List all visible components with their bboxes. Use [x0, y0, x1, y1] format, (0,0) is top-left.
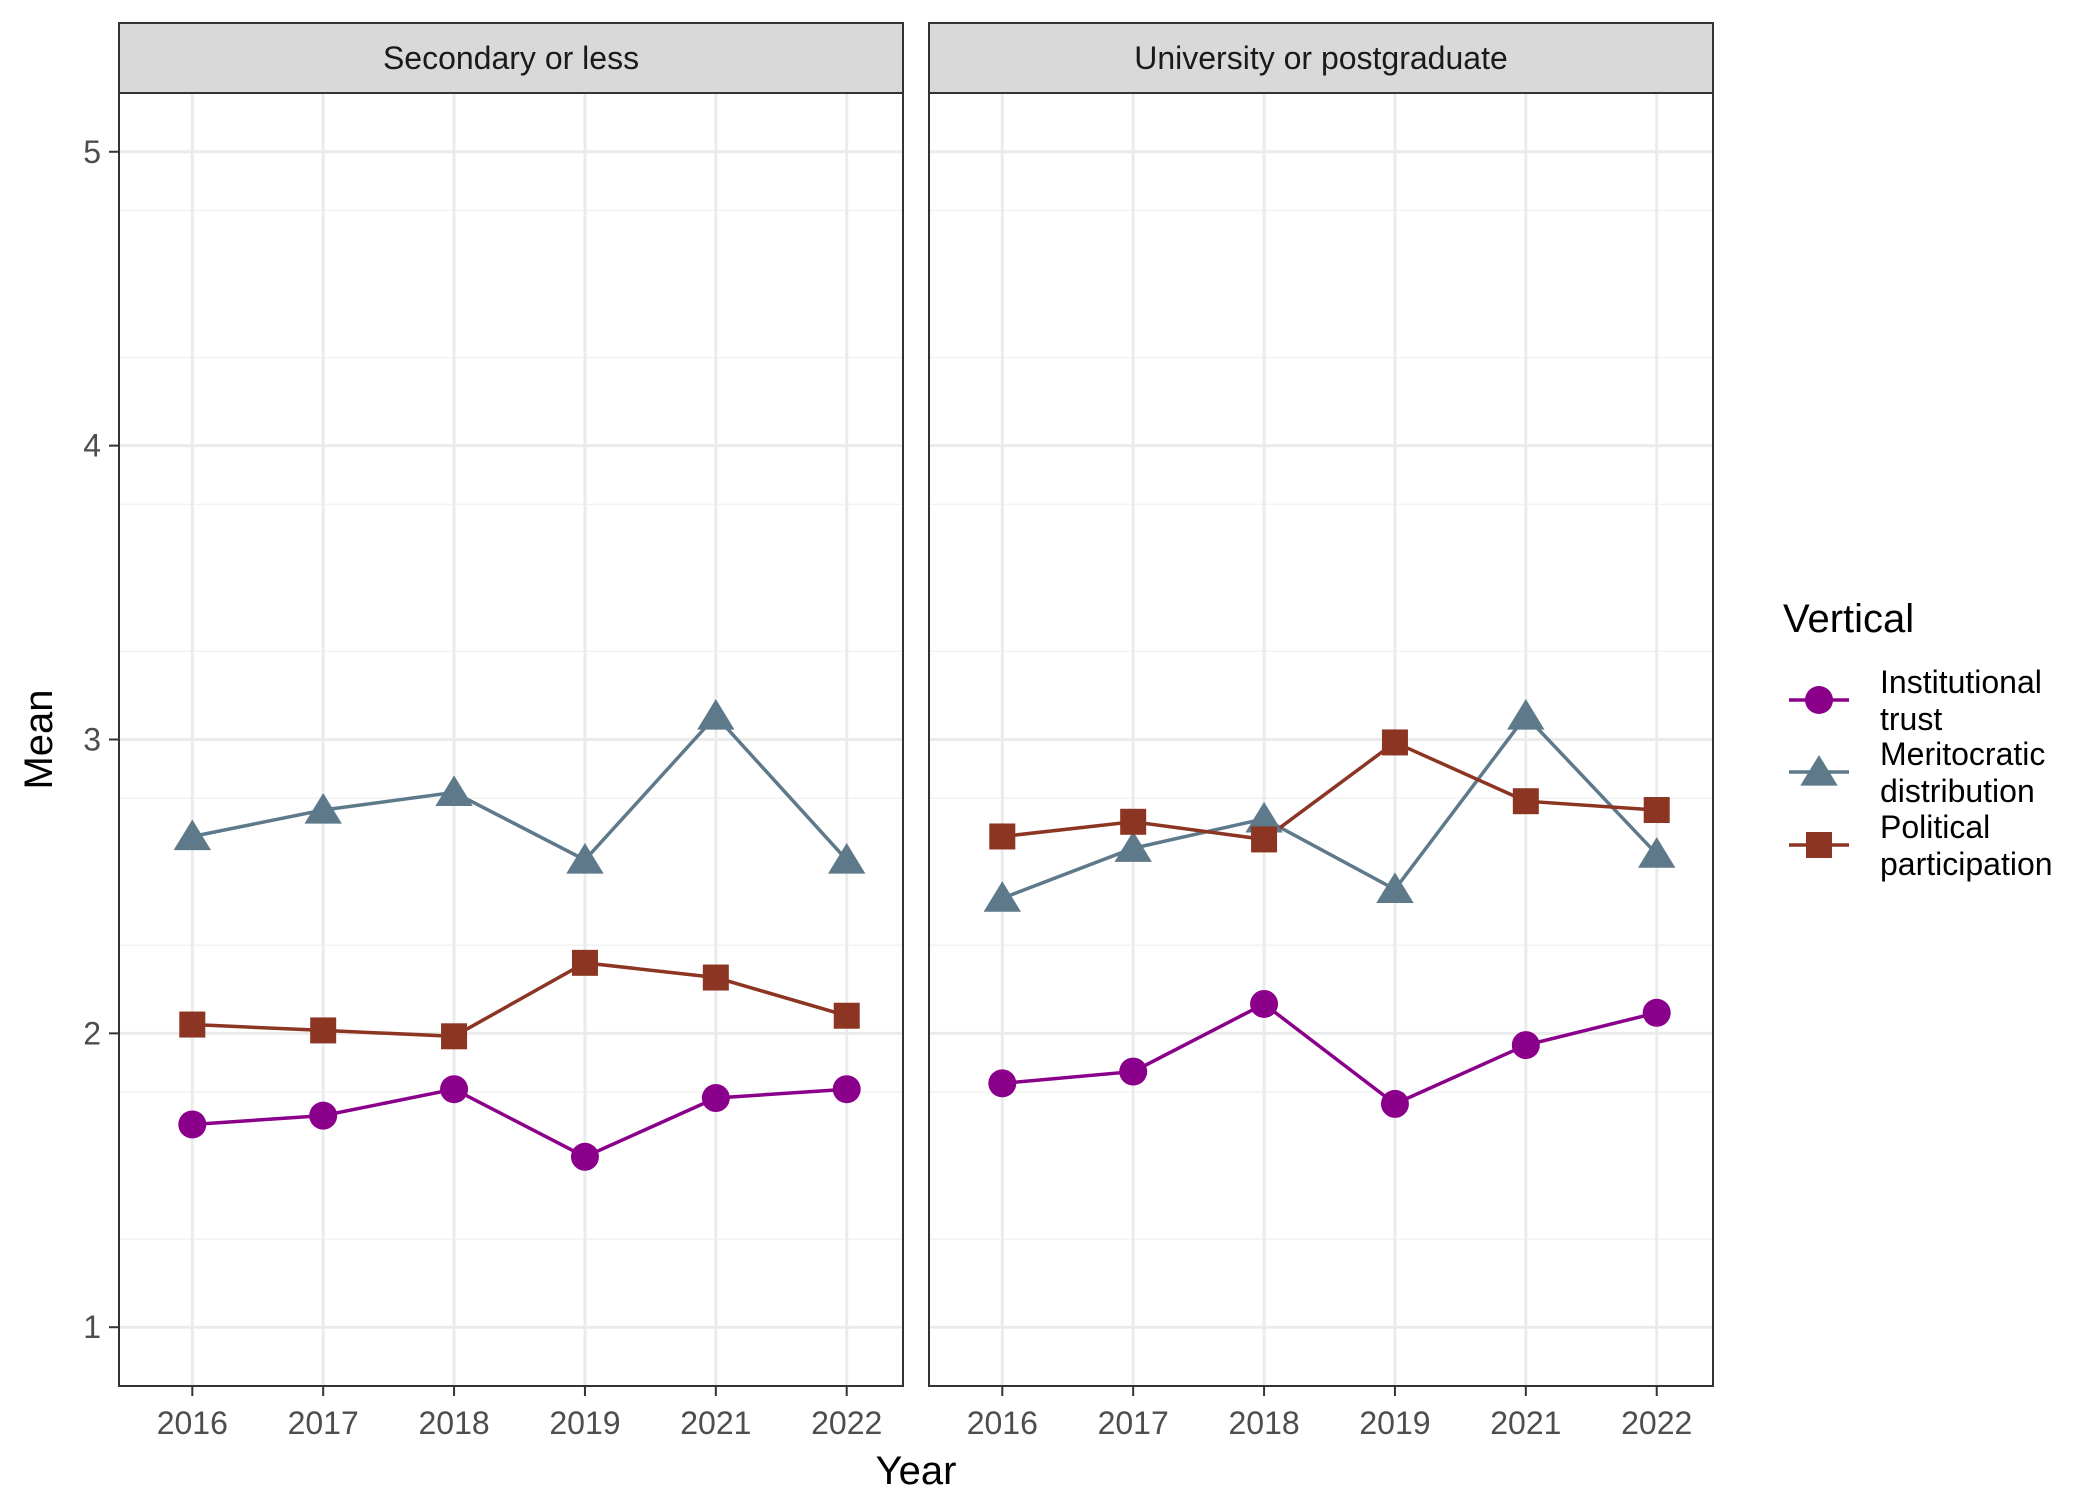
legend-label: Institutional — [1880, 664, 2042, 700]
facet-strip-label: Secondary or less — [383, 40, 639, 76]
data-point — [435, 775, 473, 806]
legend: Vertical InstitutionaltrustMeritocraticdi… — [1783, 597, 2053, 882]
series-line — [192, 961, 848, 1039]
y-axis: 1 2 3 4 5 — [83, 134, 119, 1345]
data-point — [179, 1011, 206, 1038]
data-point — [441, 1023, 468, 1050]
data-point — [1114, 831, 1152, 862]
data-point — [983, 881, 1022, 912]
data-point — [310, 1017, 337, 1044]
data-point — [570, 1142, 599, 1171]
y-tick-label: 3 — [83, 722, 101, 758]
x-tick-label: 2021 — [1490, 1405, 1561, 1441]
data-point — [832, 1075, 861, 1104]
data-point — [1120, 808, 1147, 835]
series-line — [191, 713, 849, 863]
facet-strip — [118, 22, 904, 94]
legend-label: Meritocratic — [1880, 736, 2045, 772]
data-point — [1638, 837, 1676, 868]
legend-label: trust — [1880, 701, 1942, 737]
data-point — [1376, 872, 1414, 903]
x-tick-label: 2018 — [418, 1405, 489, 1441]
facet-strip-label: University or postgraduate — [1134, 40, 1508, 76]
data-point — [173, 819, 212, 851]
y-tick-label: 4 — [83, 428, 101, 464]
x-tick-label: 2022 — [1621, 1405, 1692, 1441]
x-axis-title: Year — [876, 1449, 957, 1493]
data-point — [304, 793, 342, 824]
x-tick-label: 2016 — [967, 1405, 1038, 1441]
x-tick-label: 2018 — [1228, 1405, 1299, 1441]
y-tick-label: 2 — [83, 1015, 101, 1051]
data-point — [702, 964, 729, 991]
legend-label: Political — [1880, 809, 1990, 845]
facet-strip — [928, 22, 1714, 94]
x-tick-label: 2019 — [1359, 1405, 1430, 1441]
data-point — [178, 1110, 207, 1139]
series-line — [1001, 713, 1658, 900]
data-point — [1512, 788, 1539, 815]
legend-title: Vertical — [1783, 597, 1914, 641]
data-point — [1643, 797, 1670, 824]
panel-1: Secondary or less 2016 2017 2018 2019 2021 202… — [118, 22, 904, 1441]
data-point — [1642, 998, 1671, 1027]
legend-label: distribution — [1880, 773, 2035, 809]
legend-key-triangle — [1800, 755, 1838, 786]
data-point — [1119, 1057, 1148, 1086]
x-tick-label: 2021 — [680, 1405, 751, 1441]
legend-label: participation — [1880, 846, 2053, 882]
data-point — [440, 1075, 469, 1104]
data-point — [1381, 729, 1408, 756]
data-point — [833, 1002, 860, 1029]
x-tick-label: 2019 — [549, 1405, 620, 1441]
x-tick-label: 2017 — [1098, 1405, 1169, 1441]
series-line — [192, 1087, 847, 1159]
data-point — [1250, 989, 1279, 1018]
data-point — [571, 949, 598, 976]
x-tick-label: 2022 — [811, 1405, 882, 1441]
data-point — [697, 698, 735, 730]
data-point — [989, 823, 1016, 850]
x-tick-label: 2017 — [288, 1405, 359, 1441]
panel-2: University or postgraduate 2016 2017 2018 20… — [928, 22, 1714, 1441]
legend-key-square — [1806, 832, 1832, 858]
series-line — [1002, 1001, 1658, 1106]
data-point — [309, 1101, 338, 1130]
legend-key-circle — [1805, 686, 1833, 714]
data-point — [1380, 1089, 1409, 1118]
data-point — [1251, 826, 1278, 853]
data-point — [988, 1069, 1017, 1098]
data-point — [566, 842, 604, 874]
series-line — [1002, 740, 1657, 842]
data-point — [1245, 801, 1283, 833]
data-point — [701, 1084, 730, 1113]
data-point — [1511, 1031, 1540, 1060]
y-tick-label: 5 — [83, 134, 101, 170]
x-tick-label: 2016 — [157, 1405, 228, 1441]
y-tick-label: 1 — [83, 1309, 101, 1345]
data-point — [1507, 698, 1545, 730]
y-axis-title: Mean — [17, 689, 61, 789]
data-point — [828, 842, 866, 874]
